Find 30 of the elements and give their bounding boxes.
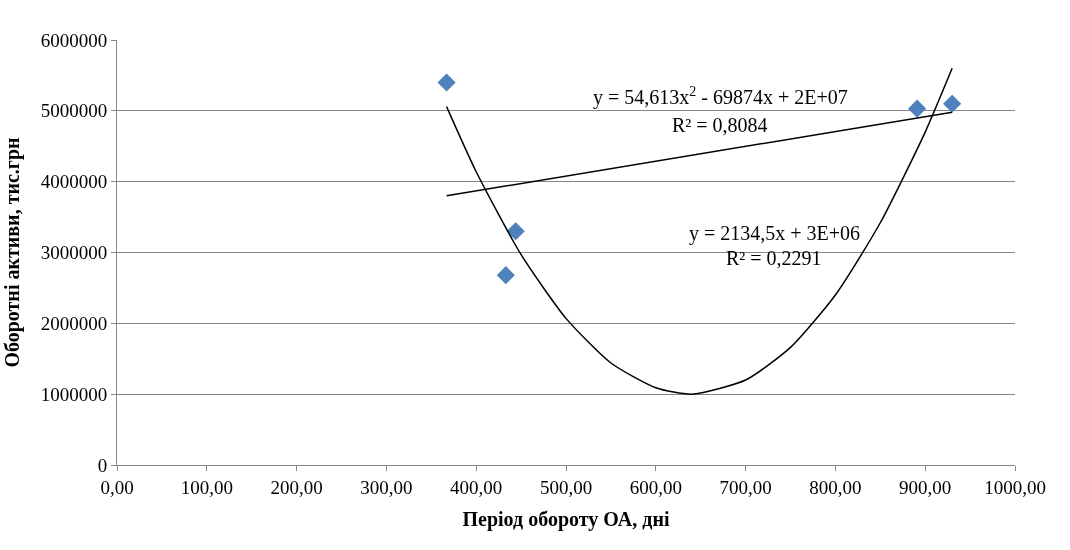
x-axis-title: Період обороту ОА, дні (462, 508, 670, 532)
y-tick-label: 3000000 (40, 242, 108, 264)
x-tick-label: 600,00 (629, 476, 682, 498)
y-tick-label: 0 (97, 454, 108, 476)
annotation: R² = 0,2291 (726, 247, 822, 269)
x-tick-label: 1000,00 (984, 476, 1046, 498)
x-tick-label: 200,00 (270, 476, 323, 498)
point (908, 99, 927, 118)
x-tick-label: 800,00 (809, 476, 862, 498)
x-tick-label: 500,00 (539, 476, 593, 498)
y-tick-label: 2000000 (40, 312, 108, 334)
y-axis-title: Оборотні активи, тис.грн (1, 137, 25, 368)
line-series (445, 67, 953, 395)
x-tick-label: 700,00 (719, 476, 772, 498)
annotation: y = 54,613x$^{2}$ - 69874x + 2E+07 (593, 84, 848, 110)
point (943, 94, 962, 113)
point (496, 266, 515, 285)
x-tick-label: 400,00 (450, 476, 503, 498)
annotation: y = 2134,5x + 3E+06 (689, 222, 861, 245)
x-tick-label: 900,00 (899, 476, 952, 498)
y-tick-label: 6000000 (40, 29, 108, 51)
point (506, 222, 525, 241)
y-tick-label: 1000000 (40, 383, 108, 405)
x-tick-label: 300,00 (360, 476, 413, 498)
x-tick-label: 0,00 (100, 476, 134, 498)
x-tick-label: 100,00 (180, 476, 233, 498)
y-tick-label: 5000000 (40, 100, 108, 122)
y-tick-label: 4000000 (40, 171, 108, 193)
annotation: R² = 0,8084 (672, 114, 768, 136)
point (437, 73, 456, 92)
